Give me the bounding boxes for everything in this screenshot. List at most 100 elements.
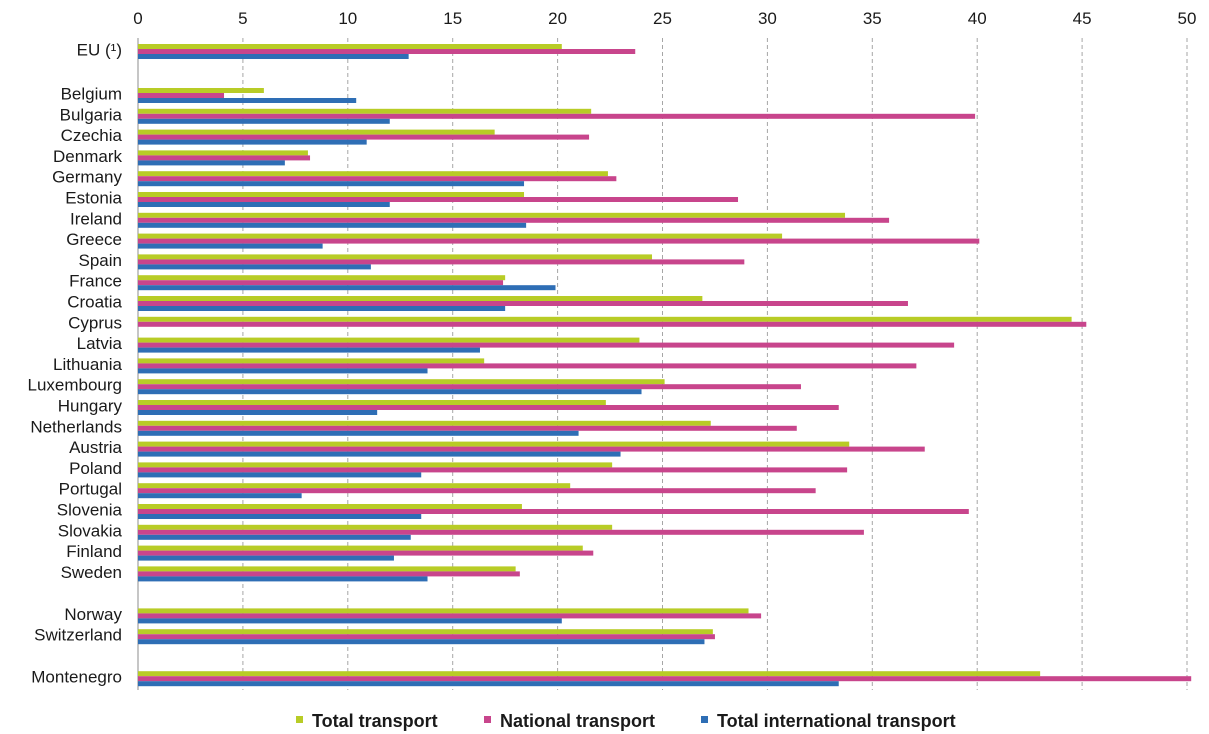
x-tick-label: 30 [758, 9, 777, 28]
bar-total-transport [138, 483, 571, 489]
bar-total-transport [138, 150, 308, 156]
category-label: Ireland [70, 209, 122, 228]
bar-national-transport [138, 301, 908, 306]
bar-national-transport [138, 113, 976, 119]
category-label: Portugal [59, 480, 122, 499]
category-label: Czechia [61, 126, 123, 145]
bar-national-transport [138, 280, 504, 286]
x-tick-label: 0 [133, 9, 142, 28]
bar-national-transport [138, 634, 715, 640]
category-label: Croatia [67, 292, 122, 311]
bar-total-transport [138, 441, 850, 447]
legend-swatch [701, 716, 708, 723]
bar-total-transport [138, 671, 1041, 677]
bar-total-international-transport [138, 514, 422, 519]
bar-total-international-transport [138, 430, 579, 436]
bar-national-transport [138, 238, 980, 244]
bar-total-transport [138, 462, 613, 468]
bar-total-transport [138, 629, 713, 635]
bar-national-transport [138, 425, 797, 431]
legend-label: Total transport [312, 711, 438, 731]
bar-national-transport [138, 488, 816, 494]
bar-total-transport [138, 337, 640, 343]
bar-total-transport [138, 504, 522, 509]
bar-national-transport [138, 93, 225, 98]
category-label: Switzerland [34, 626, 122, 645]
bar-total-international-transport [138, 681, 839, 687]
bar-total-international-transport [138, 555, 394, 561]
bar-total-transport [138, 88, 264, 93]
x-tick-label: 25 [653, 9, 672, 28]
bar-total-transport [138, 608, 749, 614]
bar-total-transport [138, 254, 653, 260]
bar-total-international-transport [138, 534, 411, 540]
bar-total-international-transport [138, 98, 357, 103]
bar-total-international-transport [138, 576, 428, 582]
category-label: Sweden [61, 563, 122, 582]
bar-national-transport [138, 363, 917, 369]
category-label: Poland [69, 459, 122, 478]
bar-total-international-transport [138, 222, 527, 228]
bar-total-transport [138, 296, 703, 301]
category-label: Austria [69, 438, 122, 457]
category-label: EU (¹) [77, 40, 122, 59]
x-axis-ticks: 0 5 10 15 20 25 30 35 40 45 50 [133, 9, 1196, 28]
legend-label: National transport [500, 711, 655, 731]
bars [138, 44, 1192, 687]
category-label: Estonia [65, 188, 122, 207]
bar-national-transport [138, 613, 762, 619]
bar-total-international-transport [138, 410, 378, 415]
bar-national-transport [138, 550, 594, 556]
bar-total-international-transport [138, 118, 390, 124]
bar-national-transport [138, 155, 311, 161]
category-label: Bulgaria [60, 105, 123, 124]
legend-swatch [296, 716, 303, 723]
legend: Total transport National transport Total i… [296, 711, 956, 731]
bar-national-transport [138, 342, 955, 348]
x-tick-label: 40 [968, 9, 987, 28]
bar-total-international-transport [138, 160, 285, 166]
category-label: Germany [52, 168, 122, 187]
bar-total-transport [138, 212, 846, 218]
bar-total-transport [138, 192, 525, 197]
category-label: Montenegro [31, 668, 122, 687]
bar-total-transport [138, 524, 613, 530]
x-tick-label: 45 [1073, 9, 1092, 28]
bar-total-international-transport [138, 472, 422, 478]
category-label: Netherlands [30, 417, 122, 436]
category-label: Norway [64, 605, 122, 624]
bar-national-transport [138, 321, 1087, 327]
bar-total-international-transport [138, 451, 621, 457]
bar-total-transport [138, 171, 608, 177]
bar-national-transport [138, 529, 864, 535]
x-tick-label: 20 [548, 9, 567, 28]
x-tick-label: 15 [443, 9, 462, 28]
category-label: Hungary [58, 396, 123, 415]
legend-swatch [484, 716, 491, 723]
bar-national-transport [138, 571, 520, 577]
category-label: Slovenia [57, 500, 123, 519]
bar-total-international-transport [138, 54, 409, 59]
category-label: Spain [79, 251, 122, 270]
category-label: Cyprus [68, 313, 122, 332]
bar-total-transport [138, 420, 711, 426]
x-tick-label: 35 [863, 9, 882, 28]
category-label: Greece [66, 230, 122, 249]
bar-total-international-transport [138, 264, 371, 270]
bar-total-international-transport [138, 202, 390, 207]
bar-national-transport [138, 676, 1192, 682]
bar-total-international-transport [138, 306, 506, 311]
x-tick-label: 10 [338, 9, 357, 28]
bar-total-international-transport [138, 181, 525, 187]
bar-total-transport [138, 44, 562, 49]
bar-total-transport [138, 233, 783, 239]
bar-national-transport [138, 259, 745, 265]
bar-total-international-transport [138, 493, 302, 499]
bar-national-transport [138, 49, 636, 54]
bar-national-transport [138, 197, 739, 202]
category-label: Slovakia [58, 521, 123, 540]
category-label: Denmark [53, 147, 122, 166]
bar-total-transport [138, 545, 583, 551]
bar-total-international-transport [138, 639, 705, 645]
bar-national-transport [138, 405, 839, 410]
